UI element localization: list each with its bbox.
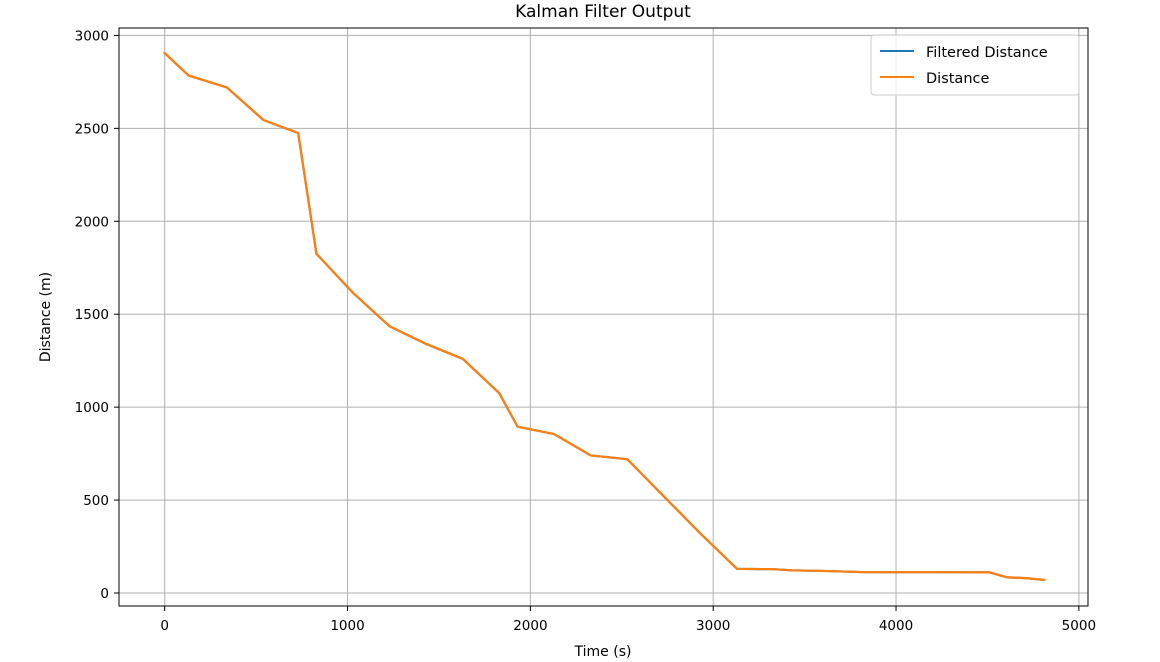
legend: Filtered Distance Distance xyxy=(870,34,1080,96)
axis-ticks: 0 1000 2000 3000 4000 5000 0 500 1000 1500 2000 250… xyxy=(75,28,1096,634)
legend-label-distance: Distance xyxy=(926,71,989,87)
series-layer xyxy=(163,51,1046,582)
y-tick-label-3: 1500 xyxy=(75,307,109,323)
plot-area-frame xyxy=(118,27,1089,607)
y-tick-label-6: 3000 xyxy=(75,28,109,44)
legend-box xyxy=(870,34,1080,96)
x-tick-label-1: 1000 xyxy=(330,618,364,634)
y-tick-label-2: 1000 xyxy=(75,400,109,416)
x-tick-label-0: 0 xyxy=(160,618,169,634)
y-tick-label-0: 0 xyxy=(100,586,109,602)
y-tick-label-1: 500 xyxy=(83,493,109,509)
chart-title: Kalman Filter Output xyxy=(515,2,691,22)
legend-label-filtered-distance: Filtered Distance xyxy=(926,45,1048,61)
y-axis-label: Distance (m) xyxy=(38,272,54,362)
x-axis-label: Time (s) xyxy=(574,644,632,660)
series-line-distance xyxy=(163,51,1046,582)
x-tick-label-3: 3000 xyxy=(696,618,730,634)
y-tick-label-4: 2000 xyxy=(75,214,109,230)
x-tick-label-5: 5000 xyxy=(1062,618,1096,634)
y-tick-label-5: 2500 xyxy=(75,121,109,137)
x-tick-label-2: 2000 xyxy=(513,618,547,634)
x-tick-label-4: 4000 xyxy=(879,618,913,634)
